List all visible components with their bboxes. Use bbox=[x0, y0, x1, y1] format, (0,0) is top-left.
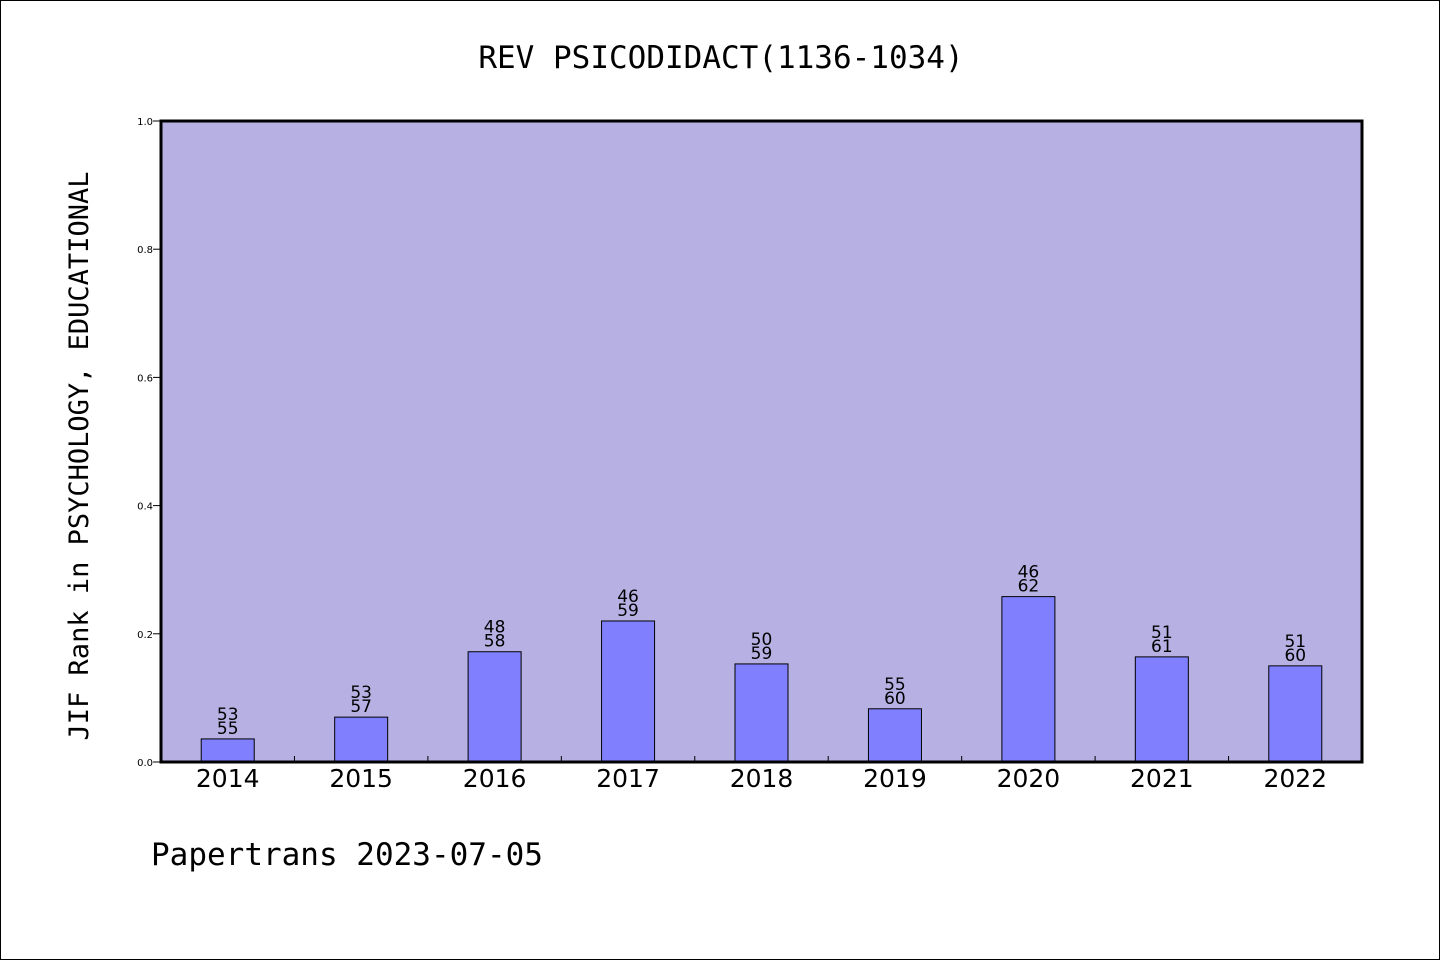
x-axis-ticks: 2014 2015 2016 2017 2018 2019 2020 2021 2022 bbox=[196, 756, 1327, 793]
data-label-upper: 46 bbox=[617, 587, 639, 607]
bar-2020 bbox=[1001, 596, 1056, 763]
footer-stamp: Papertrans 2023-07-05 bbox=[151, 837, 543, 873]
data-label-lower: 61 bbox=[1151, 637, 1173, 657]
data-label-lower: 62 bbox=[1018, 577, 1040, 597]
x-tick-label: 2021 bbox=[1130, 764, 1194, 793]
bar-2015 bbox=[334, 716, 389, 763]
data-label-lower: 59 bbox=[617, 601, 639, 621]
x-tick-label: 2014 bbox=[196, 764, 260, 793]
bar-2016 bbox=[467, 651, 522, 763]
data-label-lower: 59 bbox=[751, 644, 773, 664]
bar-2019 bbox=[867, 708, 922, 763]
x-tick-label: 2015 bbox=[329, 764, 393, 793]
x-tick-label: 2018 bbox=[730, 764, 794, 793]
data-label-upper: 51 bbox=[1284, 632, 1306, 652]
data-label-upper: 53 bbox=[217, 705, 239, 725]
x-tick-label: 2022 bbox=[1263, 764, 1327, 793]
data-label-lower: 60 bbox=[1284, 646, 1306, 666]
x-tick-label: 2016 bbox=[463, 764, 527, 793]
data-label-lower: 55 bbox=[217, 719, 239, 739]
plot-border bbox=[159, 119, 1364, 764]
y-tick-label: 0.0 bbox=[137, 758, 153, 769]
bar-2014 bbox=[200, 738, 255, 763]
plot-area bbox=[161, 121, 1362, 762]
bar-2018 bbox=[734, 663, 789, 763]
y-tick-label: 0.8 bbox=[137, 245, 153, 256]
chart-title: REV PSICODIDACT(1136-1034) bbox=[478, 40, 963, 76]
data-label-upper: 48 bbox=[484, 618, 506, 638]
y-axis-ticks: 0.0 0.2 0.4 0.6 0.8 1.0 bbox=[137, 117, 161, 769]
data-label-upper: 55 bbox=[884, 675, 906, 695]
x-tick-label: 2019 bbox=[863, 764, 927, 793]
y-tick-label: 0.6 bbox=[137, 373, 153, 384]
data-label-upper: 50 bbox=[751, 630, 773, 650]
y-axis-label: JIF Rank in PSYCHOLOGY, EDUCATIONAL bbox=[64, 172, 95, 741]
bars-group bbox=[200, 596, 1323, 763]
x-tick-label: 2020 bbox=[997, 764, 1061, 793]
y-tick-label: 0.4 bbox=[137, 502, 153, 513]
data-label-upper: 51 bbox=[1151, 623, 1173, 643]
data-label-lower: 57 bbox=[350, 697, 372, 717]
bar-2017 bbox=[601, 620, 656, 763]
data-label-lower: 58 bbox=[484, 632, 506, 652]
data-label-upper: 46 bbox=[1018, 563, 1040, 583]
bar-2022 bbox=[1268, 665, 1323, 763]
x-tick-label: 2017 bbox=[596, 764, 660, 793]
data-label-lower: 60 bbox=[884, 689, 906, 709]
data-label-upper: 53 bbox=[350, 683, 372, 703]
bar-2021 bbox=[1134, 656, 1189, 763]
y-tick-label: 0.2 bbox=[137, 630, 153, 641]
y-tick-label: 1.0 bbox=[137, 117, 153, 128]
